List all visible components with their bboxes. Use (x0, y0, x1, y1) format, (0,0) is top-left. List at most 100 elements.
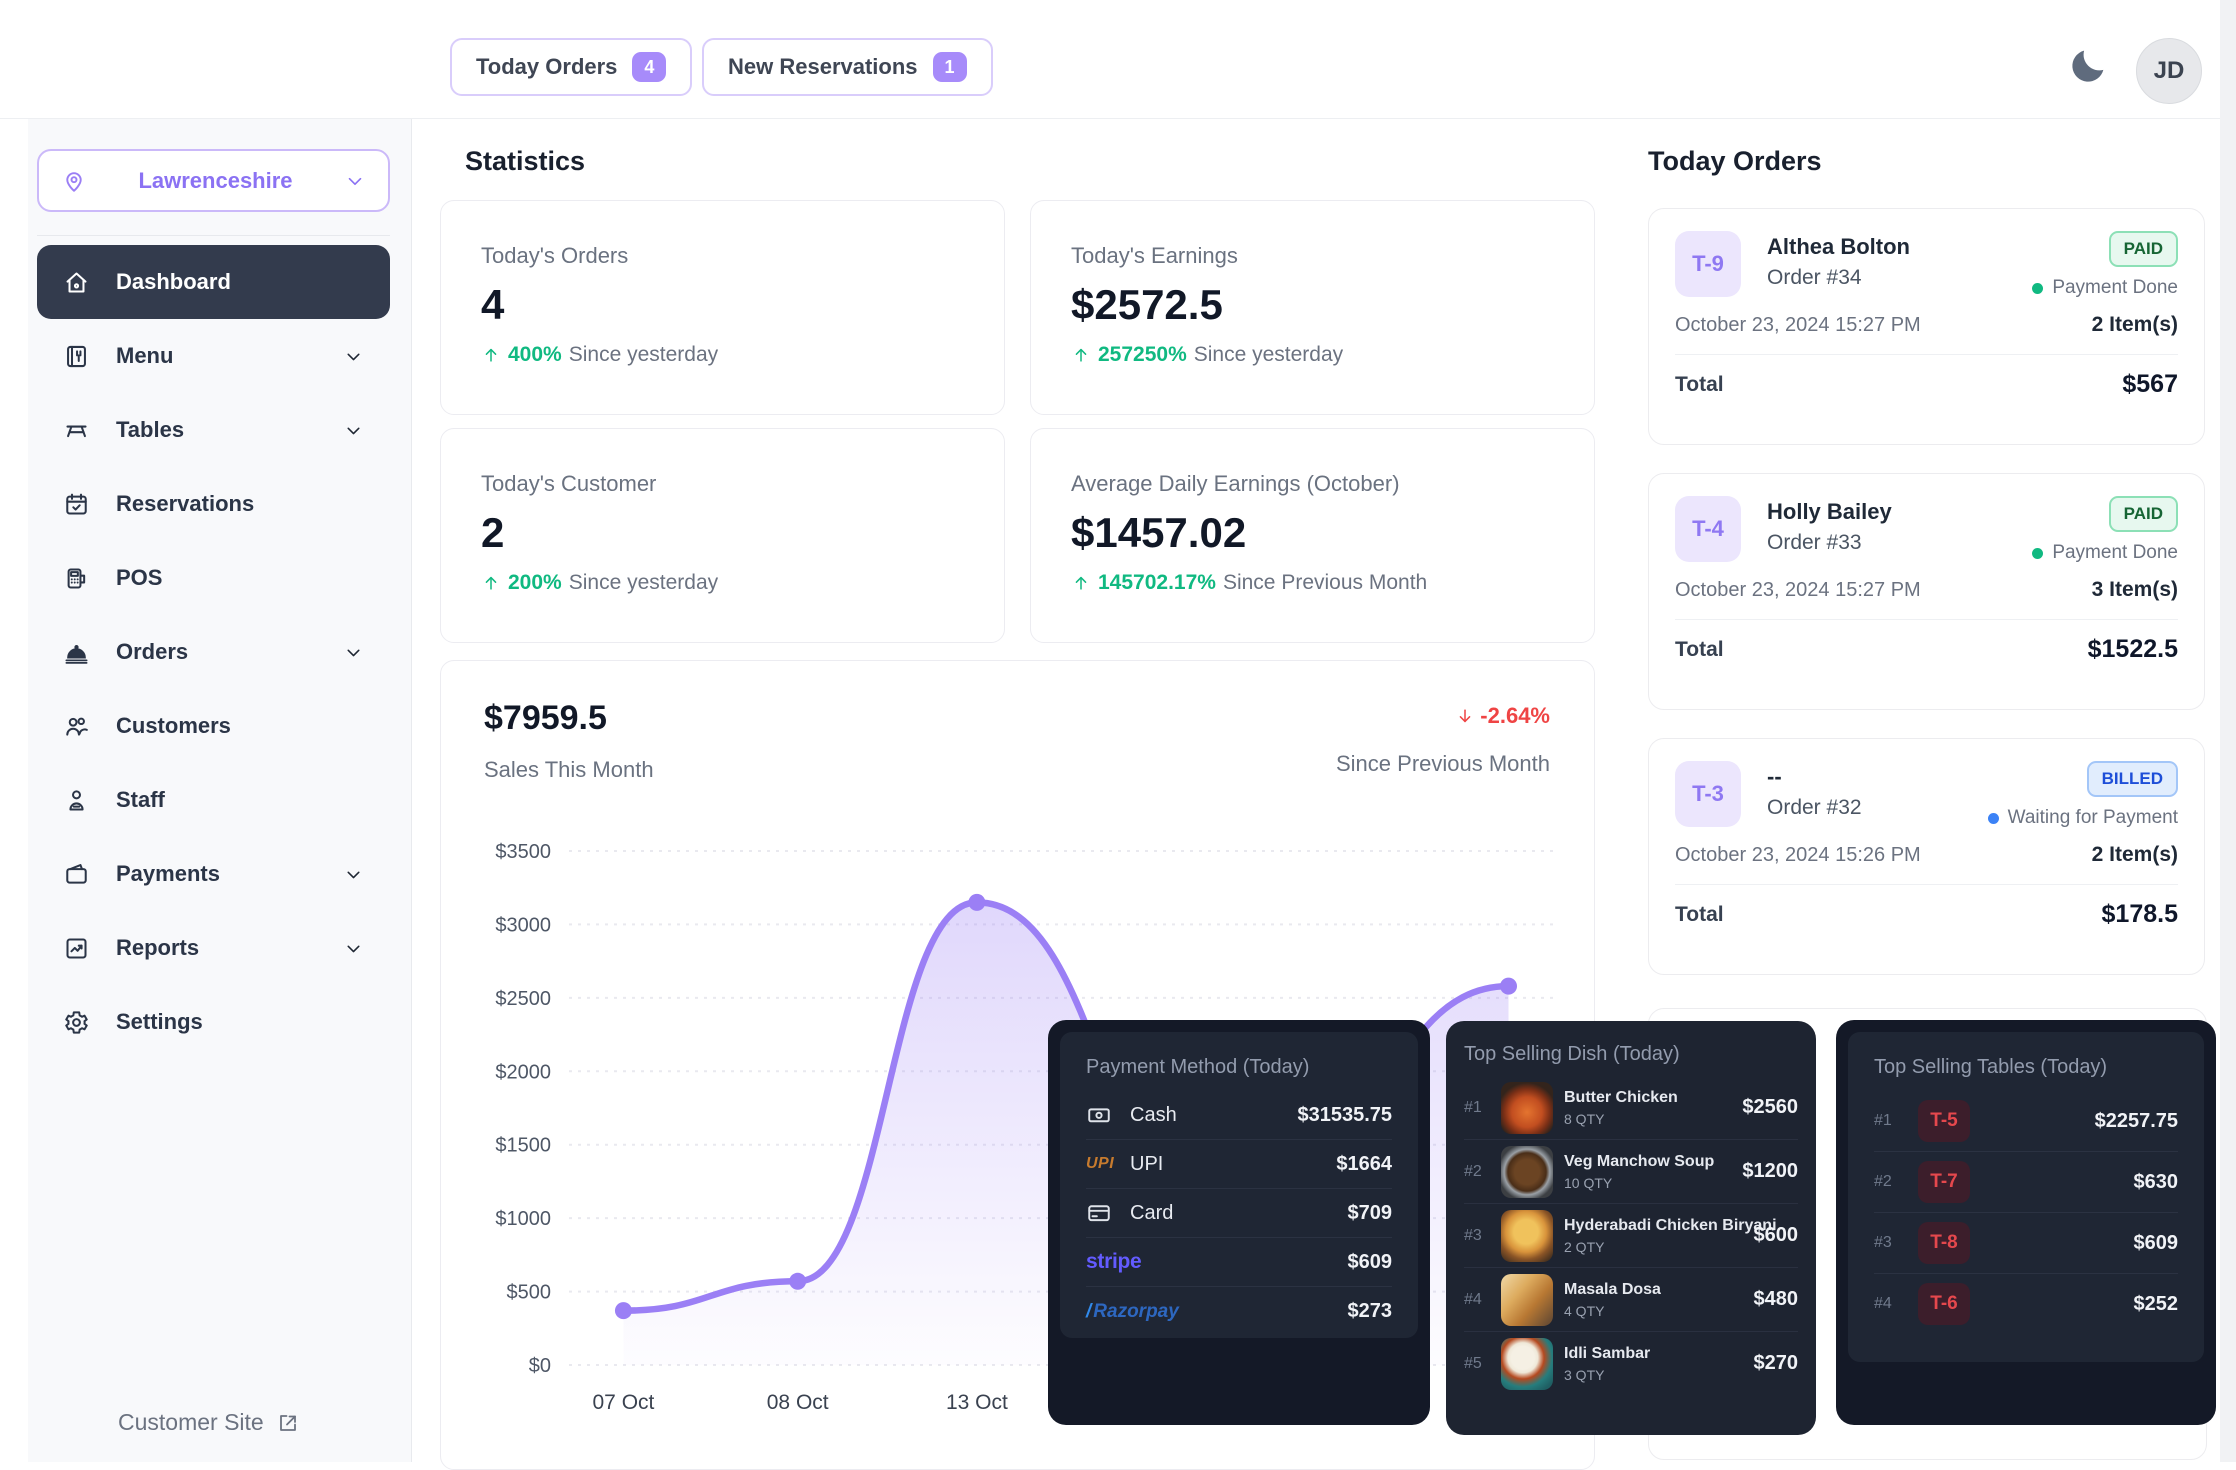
page-scrollbar[interactable] (2220, 0, 2236, 1462)
svg-text:$3000: $3000 (495, 914, 551, 936)
dish-image (1501, 1209, 1553, 1262)
stat-card-title: Today's Customer (481, 471, 657, 496)
sidebar-nav: Dashboard Menu Tables Reservations POS Orders… (37, 245, 390, 1059)
stat-card-value: $1457.02 (1071, 509, 1247, 556)
top-selling-tables-rows: #1 T-5 $2257.75 #2 T-7 $630 #3 T-8 $609 #4 T-6 $252 (1874, 1091, 2178, 1334)
location-selector-label: Lawrenceshire (138, 167, 293, 193)
customer-name: -- (1767, 764, 1782, 789)
order-status: PAID Payment Done (2032, 496, 2178, 564)
payment-method-title: Payment Method (Today) (1086, 1056, 1310, 1078)
dish-amount: $1200 (1742, 1160, 1798, 1182)
statistics-title: Statistics (465, 146, 586, 176)
dish-info: Veg Manchow Soup 10 QTY (1564, 1152, 1731, 1192)
payment-method-row: Cash $31535.75 (1086, 1091, 1392, 1140)
order-meta-row: October 23, 2024 15:27 PM 3 Item(s) (1675, 578, 2178, 602)
orders-icon (63, 639, 90, 666)
stat-card-title: Today's Earnings (1071, 243, 1238, 268)
tables-icon (63, 417, 90, 444)
stat-card-delta: 200% Since yesterday (481, 571, 964, 595)
payment-method-name: Card (1130, 1201, 1174, 1224)
svg-text:$3500: $3500 (495, 841, 551, 863)
order-names: -- Order #32 (1767, 761, 1988, 829)
table-id-badge: T-5 (1918, 1100, 1970, 1142)
sidebar-item-staff[interactable]: Staff (37, 763, 390, 837)
dish-rank: #3 (1464, 1226, 1482, 1244)
top-selling-tables-title: Top Selling Tables (Today) (1874, 1056, 2108, 1078)
stat-delta-value: 145702.17% (1098, 571, 1216, 594)
svg-text:08 Oct: 08 Oct (767, 1391, 829, 1414)
payment-method-name: UPI (1130, 1152, 1164, 1175)
chevron-down-icon (343, 864, 364, 885)
razorpay-slash-icon: / (1086, 1300, 1092, 1322)
location-selector[interactable]: Lawrenceshire (37, 149, 390, 212)
razorpay-logo: / Razorpay (1086, 1300, 1348, 1323)
order-meta-row: October 23, 2024 15:26 PM 2 Item(s) (1675, 843, 2178, 867)
payment-method-panel: Payment Method (Today) Cash $31535.75 UPI U… (1048, 1020, 1430, 1425)
sidebar-item-settings[interactable]: Settings (37, 985, 390, 1059)
payment-method-amount: $609 (1347, 1250, 1393, 1273)
svg-text:$1000: $1000 (495, 1208, 551, 1230)
status-badge: PAID (2108, 496, 2178, 532)
order-total-value: $567 (2122, 370, 2178, 398)
top-table-row: #2 T-7 $630 (1874, 1152, 2178, 1213)
top-dish-row: #5 Idli Sambar 3 QTY $270 (1464, 1332, 1798, 1395)
status-dot (1987, 812, 1999, 824)
order-status: BILLED Waiting for Payment (1987, 761, 2178, 829)
dish-image (1501, 1081, 1553, 1134)
payment-method-icon-slot: UPI (1086, 1155, 1130, 1173)
payment-method-amount: $709 (1347, 1201, 1393, 1224)
dish-image (1501, 1273, 1553, 1326)
stat-card-title: Average Daily Earnings (October) (1071, 471, 1400, 496)
order-total-label: Total (1675, 372, 1724, 396)
dish-info: Butter Chicken 8 QTY (1564, 1088, 1731, 1128)
pos-icon (63, 565, 90, 592)
stat-delta-note: Since yesterday (568, 571, 719, 594)
payment-method-icon-slot (1086, 1200, 1130, 1226)
sidebar-item-label: Payments (116, 861, 220, 886)
customer-name: Althea Bolton (1767, 234, 1910, 259)
razorpay-name: Razorpay (1093, 1300, 1179, 1322)
order-datetime: October 23, 2024 15:26 PM (1675, 843, 1921, 866)
user-avatar[interactable]: JD (2136, 38, 2202, 104)
sidebar: Lawrenceshire Dashboard Menu Tables Reserva… (28, 119, 412, 1462)
sidebar-item-label: Tables (116, 417, 185, 442)
table-rank: #3 (1874, 1234, 1892, 1251)
customers-icon (63, 713, 90, 740)
sidebar-item-orders[interactable]: Orders (37, 615, 390, 689)
moon-icon[interactable] (2068, 44, 2110, 86)
sidebar-item-customers[interactable]: Customers (37, 689, 390, 763)
new-reservations-button[interactable]: New Reservations 1 (702, 38, 993, 96)
sidebar-item-pos[interactable]: POS (37, 541, 390, 615)
svg-text:$1500: $1500 (495, 1135, 551, 1157)
sidebar-item-tables[interactable]: Tables (37, 393, 390, 467)
order-card[interactable]: T-9 Althea Bolton Order #34 PAID Payment Don… (1648, 208, 2205, 445)
sidebar-item-reports[interactable]: Reports (37, 911, 390, 985)
order-card[interactable]: T-4 Holly Bailey Order #33 PAID Payment Done… (1648, 473, 2205, 710)
external-link-icon (276, 1411, 300, 1435)
order-card-divider (1675, 354, 2178, 355)
order-items-count: 2 Item(s) (2091, 843, 2178, 866)
sidebar-item-menu[interactable]: Menu (37, 319, 390, 393)
sidebar-item-label: Orders (116, 639, 189, 664)
sidebar-item-dashboard[interactable]: Dashboard (37, 245, 390, 319)
menu-icon (63, 343, 90, 370)
order-names: Althea Bolton Order #34 (1767, 231, 2032, 299)
table-rank: #2 (1874, 1173, 1892, 1190)
order-card-top: T-9 Althea Bolton Order #34 PAID Payment Don… (1675, 231, 2178, 299)
stripe-wordmark: stripe (1086, 1250, 1142, 1273)
sidebar-item-reservations[interactable]: Reservations (37, 467, 390, 541)
order-total-label: Total (1675, 637, 1724, 661)
dish-info: Masala Dosa 4 QTY (1564, 1280, 1743, 1320)
sidebar-item-payments[interactable]: Payments (37, 837, 390, 911)
order-total-value: $1522.5 (2087, 635, 2178, 663)
sidebar-item-label: Settings (116, 1009, 203, 1034)
stat-card-title: Today's Orders (481, 243, 629, 268)
today-orders-button[interactable]: Today Orders 4 (450, 38, 693, 96)
status-dot (2032, 282, 2044, 294)
reservations-icon (63, 491, 90, 518)
payment-method-icon-slot (1086, 1102, 1130, 1128)
customer-site-link[interactable]: Customer Site (118, 1409, 300, 1436)
order-card[interactable]: T-3 -- Order #32 BILLED Waiting for Payment O… (1648, 738, 2205, 975)
new-reservations-button-label: New Reservations (728, 54, 918, 79)
dish-info: Idli Sambar 3 QTY (1564, 1344, 1743, 1384)
